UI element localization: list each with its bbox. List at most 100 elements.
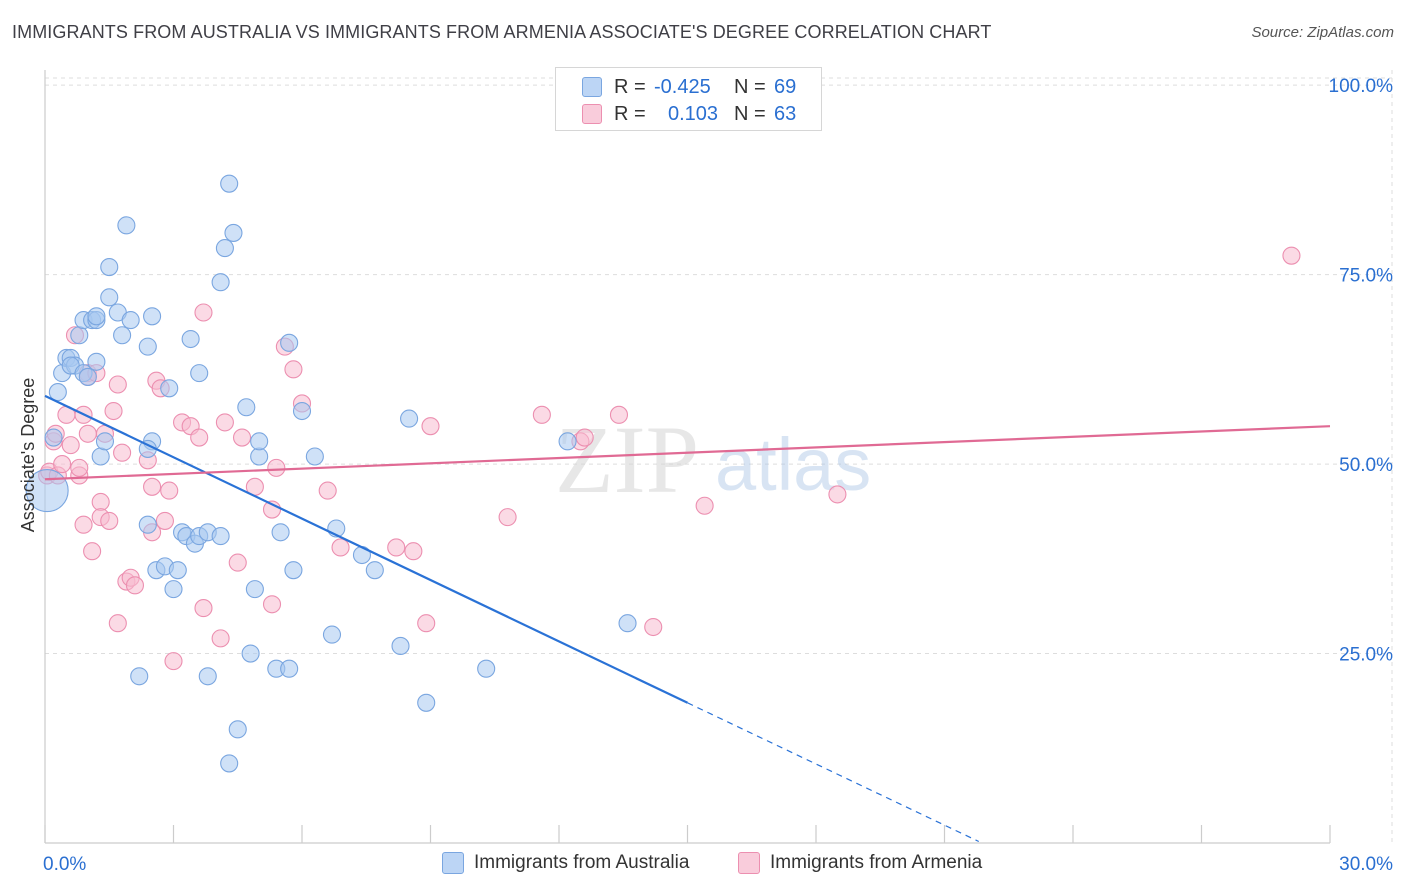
legend-r-label: R = [614,75,646,98]
australia-point [211,273,230,292]
armenia-point [155,511,174,530]
australia-point [322,625,342,644]
armenia-point [91,492,110,512]
australia-point [143,307,162,326]
australia-point [245,580,264,599]
australia-swatch [582,77,602,97]
australia-point [70,326,89,345]
australia-point [138,337,157,356]
australia-point [417,693,436,712]
australia-point [400,409,419,428]
armenia-point [828,485,847,504]
australia-point [190,364,209,383]
armenia-point [331,538,350,557]
legend-n-label: N = [734,102,766,125]
y-tick-label: 25.0% [1339,645,1393,666]
australia-point [224,223,243,242]
armenia-legend-swatch [738,852,760,874]
armenia-point [215,413,234,432]
australia-point [228,720,247,739]
australia-point [237,398,256,417]
armenia-point [83,542,102,561]
series-australia-points [25,174,637,773]
armenia-point [228,553,247,572]
australia-legend-swatch [442,852,464,874]
legend-n-value: 69 [774,75,797,98]
australia-trend-line [44,394,688,704]
stats-legend: R = -0.425 N = 69 R = 0.103 N = 63 [555,67,822,131]
armenia-point [70,458,89,477]
axes [44,70,1331,844]
armenia-point [194,303,213,322]
australia-point [113,326,132,345]
armenia-point [104,401,123,421]
watermark-atlas: atlas [715,423,871,506]
australia-point [271,523,290,542]
australia-point [138,515,157,534]
armenia-point [108,375,127,394]
australia-point [160,379,179,398]
australia-point [44,428,63,447]
tick-labels: 25.0% 50.0% 75.0% 100.0% 0.0% 30.0% [43,76,1393,875]
armenia-point [267,458,286,477]
armenia-point [113,443,132,462]
armenia-point [78,424,97,443]
australia-point [280,333,299,352]
armenia-point [232,428,252,447]
armenia-point [695,496,714,515]
legend-row-armenia: R = 0.103 N = 63 [582,102,796,126]
legend-r-value: -0.425 [654,75,711,98]
australia-point [87,352,106,371]
australia-point [25,469,69,513]
legend-n-value: 63 [774,102,797,125]
armenia-point [609,405,629,424]
source-credit: Source: ZipAtlas.com [1251,24,1394,41]
australia-point [250,432,269,451]
armenia-trend-line [44,425,1331,481]
australia-point [91,447,110,466]
armenia-point [53,455,72,474]
armenia-point [194,599,213,618]
y-tick-label: 75.0% [1339,266,1393,287]
y-axis-label: Associate's Degree [18,378,38,533]
watermark-zip: ZIP [555,406,699,513]
armenia-point [190,428,209,447]
australia-point [95,432,115,451]
armenia-point [498,508,517,527]
armenia-point [100,511,119,530]
armenia-point [164,652,183,671]
legend-r-label: R = [614,102,646,125]
australia-trend-extension [687,702,980,843]
australia-point [100,288,119,307]
legend-r-value: 0.103 [668,102,719,125]
armenia-point [644,617,663,637]
armenia-point [211,629,230,648]
armenia-point [387,538,406,557]
australia-point [365,561,384,580]
australia-point [130,667,149,686]
australia-point [292,401,312,421]
trend-lines [44,394,1331,843]
australia-point [100,257,119,277]
legend-row-australia: R = -0.425 N = 69 [582,75,796,99]
australia-point [618,614,637,633]
armenia-point [108,614,127,633]
australia-point [284,561,303,580]
australia-point [391,636,410,656]
australia-point [181,329,200,349]
armenia-point [74,515,93,534]
armenia-point [125,576,144,595]
armenia-point [284,360,303,379]
australia-legend-label: Immigrants from Australia [474,852,690,873]
bottom-legend-armenia: Immigrants from Armenia [738,852,982,874]
australia-point [220,754,239,773]
australia-point [168,561,187,580]
chart-title: IMMIGRANTS FROM AUSTRALIA VS IMMIGRANTS … [12,22,992,42]
armenia-swatch [582,104,602,124]
legend-n-label: N = [734,75,766,98]
x-tick-label-min: 0.0% [43,854,86,875]
armenia-point [421,417,440,436]
armenia-point [61,436,80,455]
armenia-point [417,614,436,633]
